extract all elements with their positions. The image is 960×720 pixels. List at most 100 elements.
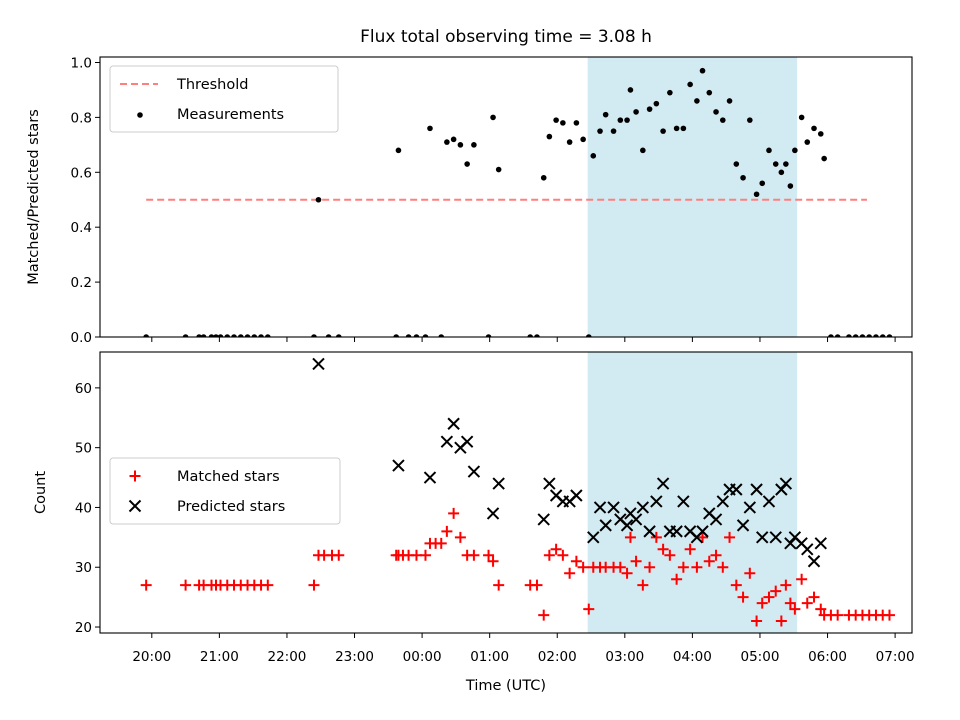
matched-star-point <box>657 543 669 555</box>
matched-star-point <box>564 567 576 579</box>
predicted-star-point <box>643 525 656 538</box>
measurement-point <box>747 117 753 123</box>
measurement-point <box>866 334 873 337</box>
measurement-point <box>852 334 859 337</box>
predicted-star-point <box>814 537 827 550</box>
x-tick-label: 01:00 <box>470 649 509 665</box>
measurement-point <box>395 147 402 154</box>
top-y-tick-label: 1.0 <box>71 55 92 71</box>
matched-star-point <box>637 579 649 591</box>
matched-star-point <box>493 579 505 591</box>
matched-star-point <box>644 561 656 573</box>
measurement-point <box>713 109 719 115</box>
matched-star-point <box>724 531 736 543</box>
measurement-point <box>733 161 740 167</box>
bottom-y-tick-label: 30 <box>75 560 92 576</box>
measurement-point <box>617 117 624 123</box>
measurement-point <box>590 153 597 159</box>
measurement-point <box>200 334 207 337</box>
x-tick-label: 05:00 <box>741 649 780 665</box>
measurement-point <box>251 334 258 337</box>
matched-star-point <box>789 603 801 615</box>
measurement-point <box>405 334 412 337</box>
measurement-point <box>706 89 713 96</box>
matched-star-point <box>815 603 827 615</box>
predicted-star-point <box>570 489 583 502</box>
measurement-point <box>828 334 834 337</box>
matched-star-point <box>691 561 703 573</box>
measurement-point <box>667 89 673 96</box>
measurement-point <box>653 100 660 107</box>
predicted-star-point <box>730 483 743 496</box>
predicted-star-point <box>636 501 650 514</box>
bottom-plot-area <box>140 352 895 633</box>
measurement-point <box>817 131 824 137</box>
matched-star-point <box>624 531 636 543</box>
measurement-point <box>646 106 653 112</box>
top-observing-span <box>587 57 798 337</box>
matched-star-point <box>435 537 447 549</box>
measurement-point <box>315 196 322 203</box>
matched-star-point <box>717 561 729 573</box>
x-tick-label: 21:00 <box>200 649 239 665</box>
top-legend: Threshold Measurements <box>109 65 339 133</box>
x-axis-label: Time (UTC) <box>465 678 546 694</box>
x-tick-label: 03:00 <box>605 649 644 665</box>
matched-star-point <box>677 561 689 573</box>
matched-star-point <box>801 597 813 609</box>
chart-title: Flux total observing time = 3.08 h <box>360 27 652 47</box>
bottom-y-tick-label: 40 <box>75 500 92 516</box>
matched-star-point <box>883 609 895 621</box>
measurement-point <box>422 334 429 337</box>
x-tick-label: 07:00 <box>876 649 915 665</box>
top-y-tick-label: 0.6 <box>71 165 92 181</box>
measurement-point <box>804 139 811 145</box>
matched-star-point <box>550 543 562 555</box>
measurement-point <box>610 128 617 134</box>
matched-star-point <box>763 591 775 603</box>
measurement-point <box>778 169 785 176</box>
predicted-star-point <box>750 483 763 496</box>
predicted-star-point <box>743 501 757 514</box>
measurement-point <box>759 180 766 187</box>
matched-star-point <box>832 609 844 621</box>
measurement-point <box>560 120 566 126</box>
measurement-point <box>325 334 332 337</box>
predicted-star-point <box>587 531 600 544</box>
bottom-y-tick-label: 50 <box>75 441 92 457</box>
predicted-star-point <box>756 531 769 544</box>
matched-star-point <box>487 555 499 567</box>
predicted-star-point <box>769 531 782 544</box>
matched-star-point <box>770 585 782 597</box>
measurement-point <box>660 128 666 134</box>
matched-star-point <box>737 591 749 603</box>
top-axes-frame <box>99 56 913 338</box>
measurement-point <box>640 147 646 154</box>
matched-star-point <box>664 549 676 561</box>
predicted-star-point <box>801 543 814 556</box>
top-legend-label: Threshold <box>176 77 248 93</box>
measurement-point <box>534 334 540 337</box>
bottom-observing-span <box>587 352 798 633</box>
predicted-star-point <box>670 525 683 538</box>
matched-star-point <box>577 561 589 573</box>
matched-star-point <box>744 567 756 579</box>
x-tick-label: 06:00 <box>808 649 847 665</box>
matched-star-point <box>419 549 431 561</box>
predicted-star-point <box>392 459 405 472</box>
measurement-point <box>540 174 547 181</box>
predicted-star-point <box>593 501 607 514</box>
bottom-axes-frame <box>99 351 913 634</box>
measurement-point <box>196 334 202 337</box>
predicted-star-point <box>440 435 454 448</box>
measurement-point <box>573 120 580 126</box>
measurement-point <box>846 334 852 337</box>
predicted-star-point <box>312 357 325 371</box>
matched-star-point <box>650 531 662 543</box>
top-plot-area <box>143 57 893 337</box>
measurement-point <box>457 142 464 148</box>
matched-star-point <box>538 609 550 621</box>
legend-matched-swatch <box>129 470 141 482</box>
matched-star-point <box>454 531 466 543</box>
x-tick-label: 20:00 <box>132 649 171 665</box>
